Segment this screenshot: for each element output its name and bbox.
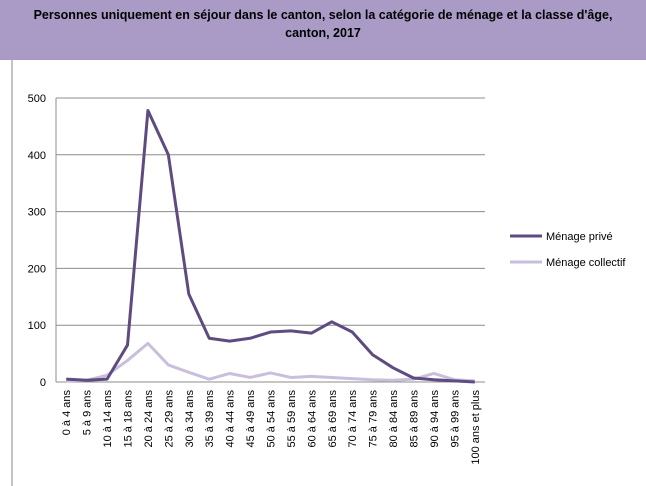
x-tick-label: 40 à 44 ans xyxy=(225,390,237,448)
title-box: Personnes uniquement en séjour dans le c… xyxy=(33,8,613,40)
x-tick-label: 50 à 54 ans xyxy=(266,390,278,448)
x-tick-label: 95 à 99 ans xyxy=(449,390,461,448)
x-tick-label: 55 à 59 ans xyxy=(286,390,298,448)
y-tick-label: 200 xyxy=(28,263,46,275)
legend-label: Ménage collectif xyxy=(546,257,626,269)
y-tick-label: 0 xyxy=(40,377,46,389)
series-line xyxy=(66,341,475,383)
y-tick-label: 100 xyxy=(28,320,46,332)
x-tick-label: 85 à 89 ans xyxy=(409,390,421,448)
x-tick-label: 30 à 34 ans xyxy=(184,390,196,448)
series-line xyxy=(66,108,475,384)
x-tick-label: 80 à 84 ans xyxy=(388,390,400,448)
chart-title: Personnes uniquement en séjour dans le c… xyxy=(33,8,613,40)
x-tick-label: 75 à 79 ans xyxy=(368,390,380,448)
title-band xyxy=(0,0,646,60)
x-tick-label: 25 à 29 ans xyxy=(163,390,175,448)
legend-label: Ménage privé xyxy=(546,231,613,243)
x-tick-label: 90 à 94 ans xyxy=(429,390,441,448)
x-tick-label: 70 à 74 ans xyxy=(347,390,359,448)
y-tick-label: 400 xyxy=(28,150,46,162)
x-tick-label: 100 ans et plus xyxy=(470,390,482,465)
x-tick-label: 65 à 69 ans xyxy=(327,390,339,448)
x-tick-label: 20 à 24 ans xyxy=(143,390,155,448)
y-tick-label: 300 xyxy=(28,207,46,219)
y-tick-label: 500 xyxy=(28,93,46,105)
x-tick-label: 5 à 9 ans xyxy=(82,390,94,436)
x-tick-label: 60 à 64 ans xyxy=(306,390,318,448)
x-tick-label: 10 à 14 ans xyxy=(102,390,114,448)
x-tick-label: 15 à 18 ans xyxy=(123,390,135,448)
x-tick-label: 45 à 49 ans xyxy=(245,390,257,448)
x-tick-label: 35 à 39 ans xyxy=(204,390,216,448)
x-tick-label: 0 à 4 ans xyxy=(61,390,73,436)
